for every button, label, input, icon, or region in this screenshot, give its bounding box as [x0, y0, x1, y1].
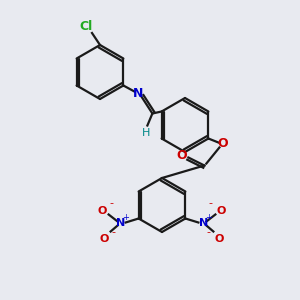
Text: O: O: [215, 233, 224, 244]
Text: O: O: [176, 149, 187, 162]
Text: N: N: [199, 218, 208, 229]
Text: +: +: [205, 213, 212, 222]
Text: O: O: [217, 137, 228, 150]
Text: -: -: [206, 227, 210, 238]
Text: N: N: [133, 87, 144, 100]
Text: O: O: [100, 233, 109, 244]
Text: -: -: [110, 199, 114, 208]
Text: -: -: [208, 199, 212, 208]
Text: O: O: [98, 206, 107, 215]
Text: Cl: Cl: [80, 20, 93, 34]
Text: O: O: [217, 206, 226, 215]
Text: N: N: [116, 218, 125, 229]
Text: -: -: [112, 227, 116, 238]
Text: H: H: [142, 128, 151, 137]
Text: +: +: [122, 213, 129, 222]
